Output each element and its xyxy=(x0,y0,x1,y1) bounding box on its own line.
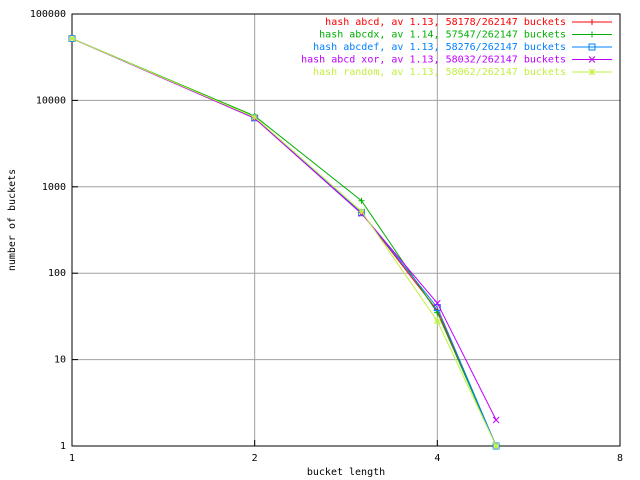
series-line xyxy=(71,38,497,447)
y-tick-label: 100 xyxy=(48,268,66,279)
series-line xyxy=(71,38,497,447)
legend-label: hash abcdef, av 1.13, 58276/262147 bucke… xyxy=(313,42,566,53)
x-tick-label: 2 xyxy=(252,453,258,464)
y-tick-label: 1 xyxy=(60,441,66,452)
series-line xyxy=(71,38,497,447)
y-axis-label: number of buckets xyxy=(7,169,18,271)
x-tick-label: 8 xyxy=(617,453,623,464)
x-tick-label: 4 xyxy=(434,453,440,464)
data-point xyxy=(358,197,365,204)
data-point xyxy=(492,416,500,424)
data-point xyxy=(492,442,500,450)
legend-label: hash abcd, av 1.13, 58178/262147 buckets xyxy=(325,17,566,28)
x-axis-label: bucket length xyxy=(307,467,385,478)
legend-marker xyxy=(588,68,596,76)
legend-marker xyxy=(588,56,596,63)
legend-marker xyxy=(589,31,595,38)
legend-label: hash abcdx, av 1.14, 57547/262147 bucket… xyxy=(319,30,566,41)
y-tick-label: 10 xyxy=(54,355,66,366)
y-tick-label: 1000 xyxy=(42,182,66,193)
plot-frame xyxy=(71,13,621,447)
legend-marker xyxy=(588,43,596,51)
data-point xyxy=(251,113,259,121)
data-point xyxy=(358,207,365,215)
legend-marker xyxy=(589,19,595,25)
data-point xyxy=(433,317,441,325)
y-tick-label: 10000 xyxy=(36,95,66,106)
series-line xyxy=(71,38,497,447)
data-point xyxy=(492,442,500,450)
y-tick-label: 100000 xyxy=(30,9,66,20)
data-point xyxy=(68,35,76,42)
series-line xyxy=(71,38,497,421)
legend-label: hash abcd xor, av 1.13, 58032/262147 buc… xyxy=(301,55,566,66)
legend-label: hash random, av 1.13, 58062/262147 bucke… xyxy=(313,67,566,78)
data-point xyxy=(433,299,441,307)
x-tick-label: 1 xyxy=(69,453,75,464)
